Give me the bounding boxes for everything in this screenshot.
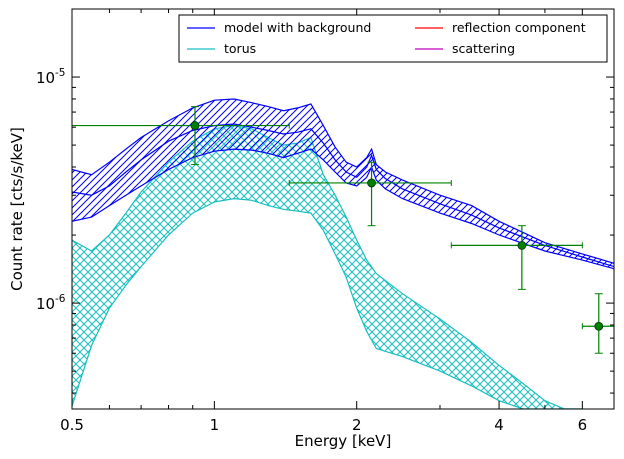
legend-label-reflection: reflection component: [452, 20, 586, 35]
x-axis-label: Energy [keV]: [295, 432, 392, 450]
x-tick-label: 1: [210, 416, 220, 434]
data-point-1: [72, 106, 290, 166]
legend: model with background reflection compone…: [178, 14, 608, 63]
data-point-marker: [190, 121, 200, 130]
model-with-background-lower-line: [72, 148, 614, 270]
data-point-3: [450, 225, 583, 290]
y-tick-label: 10: [36, 69, 55, 87]
data-point-2: [288, 161, 452, 227]
legend-label-model: model with background: [224, 20, 371, 35]
plot-frame: [71, 8, 615, 410]
x-tick-label: 0.5: [60, 416, 84, 434]
plot-area: [72, 98, 614, 409]
y-tick-exponent: -6: [55, 293, 66, 305]
y-tick-label: 10: [36, 295, 55, 313]
legend-label-scattering: scattering: [452, 41, 515, 56]
data-point-4: [581, 293, 614, 354]
model-with-background-mid-line: [72, 123, 614, 268]
legend-box: [178, 14, 608, 63]
model-with-background-upper-line: [72, 98, 614, 264]
y-axis: 10-610-5: [36, 8, 614, 394]
legend-label-torus: torus: [224, 41, 256, 56]
data-point-marker: [594, 321, 604, 331]
torus-lower-line: [72, 197, 583, 409]
y-tick-exponent: -5: [55, 67, 65, 79]
data-point-marker: [517, 240, 527, 250]
x-tick-label: 4: [494, 416, 504, 434]
x-axis: 0.5 1 2 4 6: [60, 9, 615, 434]
x-tick-label: 6: [578, 416, 588, 434]
torus-band: [72, 125, 583, 409]
y-axis-label: Count rate [cts/s/keV]: [8, 127, 26, 291]
x-tick-label: 2: [352, 416, 362, 434]
data-point-marker: [367, 178, 376, 188]
